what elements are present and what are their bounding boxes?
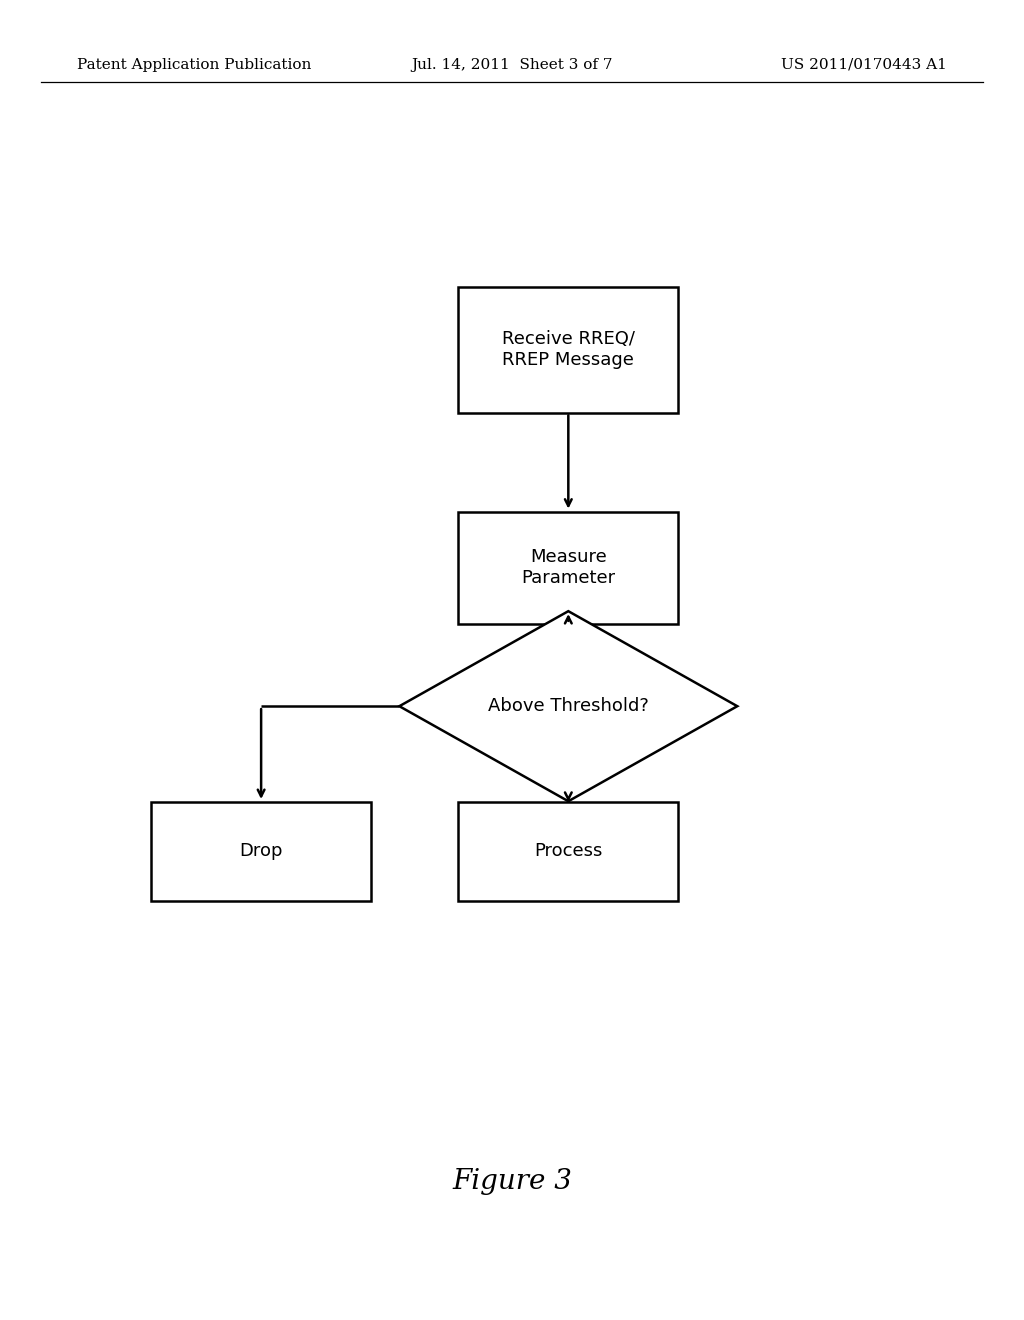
Bar [152, 801, 372, 900]
Text: Process: Process [535, 842, 602, 861]
Text: US 2011/0170443 A1: US 2011/0170443 A1 [781, 58, 947, 73]
Bar [459, 512, 679, 624]
Bar [459, 801, 679, 900]
Text: Figure 3: Figure 3 [452, 1168, 572, 1195]
Bar [459, 288, 679, 412]
Polygon shape [399, 611, 737, 801]
Text: Measure
Parameter: Measure Parameter [521, 548, 615, 587]
Text: Receive RREQ/
RREP Message: Receive RREQ/ RREP Message [502, 330, 635, 370]
Text: Jul. 14, 2011  Sheet 3 of 7: Jul. 14, 2011 Sheet 3 of 7 [412, 58, 612, 73]
Text: Drop: Drop [240, 842, 283, 861]
Text: Patent Application Publication: Patent Application Publication [77, 58, 311, 73]
Text: Above Threshold?: Above Threshold? [487, 697, 649, 715]
